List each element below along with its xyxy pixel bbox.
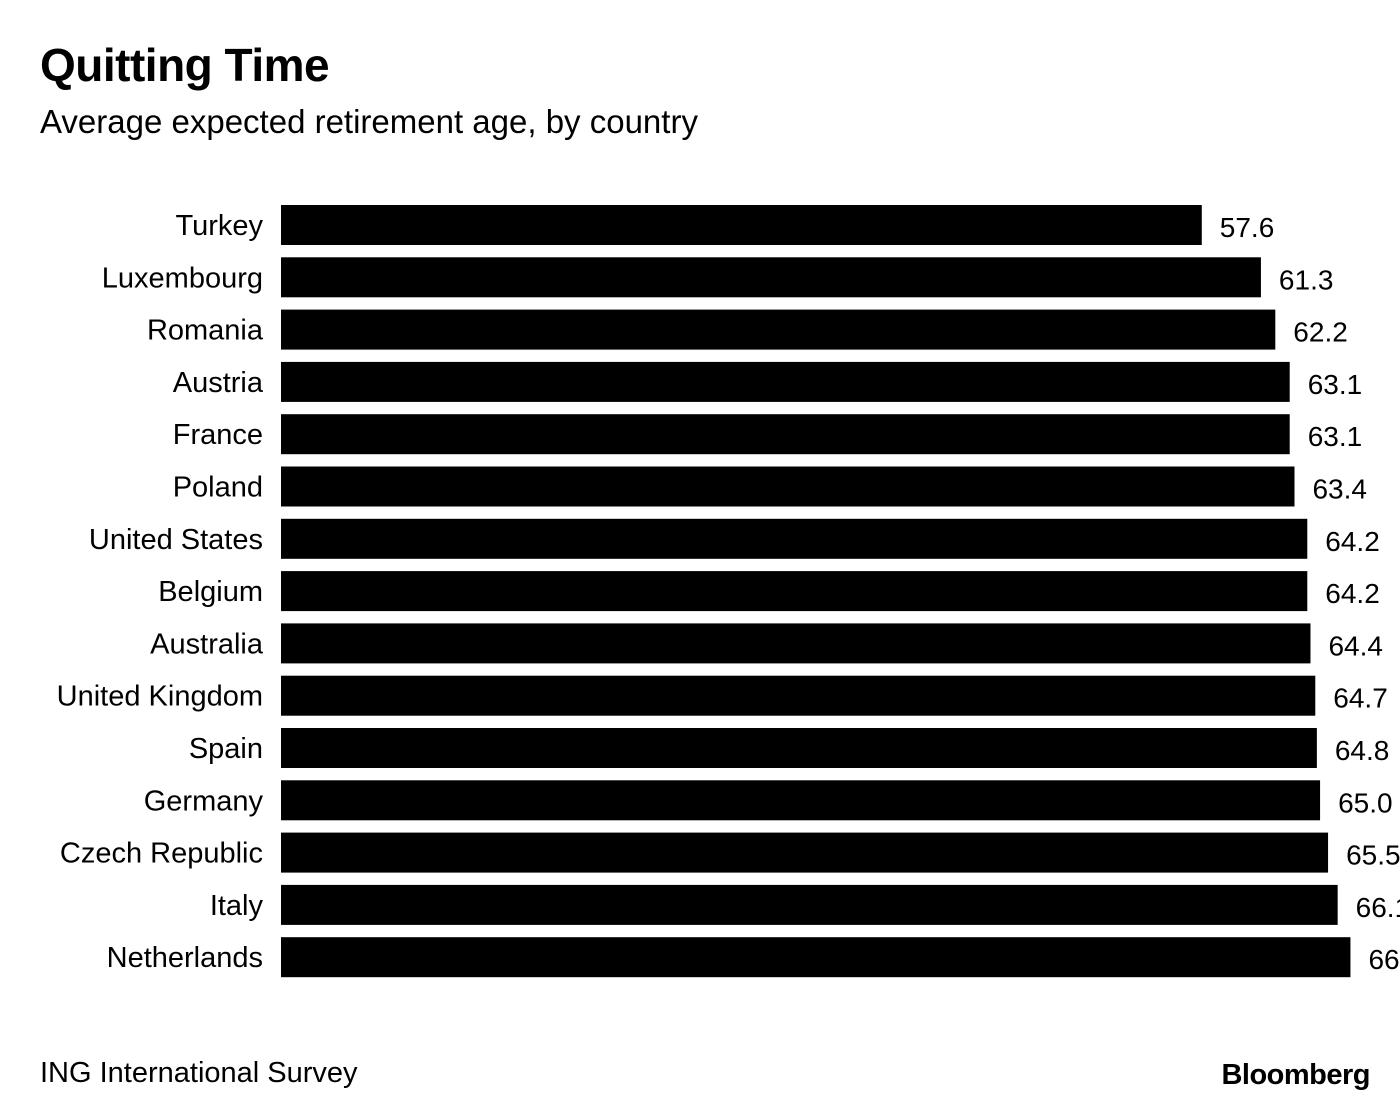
- value-label: 63.1: [1308, 421, 1363, 452]
- value-label: 62.2: [1293, 317, 1348, 348]
- bar-germany: [281, 780, 1321, 821]
- category-label: United Kingdom: [57, 681, 263, 713]
- bar-poland: [281, 466, 1295, 507]
- bloomberg-logo: Bloomberg: [1221, 1059, 1370, 1091]
- value-label: 65.5: [1346, 840, 1400, 871]
- value-label: 64.4: [1328, 630, 1383, 661]
- value-label: 64.8: [1335, 735, 1390, 766]
- category-label: Germany: [144, 785, 264, 817]
- value-label: 57.6: [1220, 212, 1275, 243]
- value-label: 66.1: [1356, 892, 1400, 923]
- value-label: 63.4: [1312, 474, 1367, 505]
- category-label: Luxembourg: [102, 262, 263, 294]
- category-label: Poland: [173, 472, 263, 504]
- category-labels-group: Turkey Luxembourg Romania Austria France Pola…: [57, 210, 264, 974]
- bar-spain: [281, 728, 1317, 768]
- chart-title: Quitting Time: [40, 39, 330, 91]
- category-label: Austria: [173, 367, 264, 399]
- value-label: 64.7: [1333, 683, 1388, 714]
- value-label: 63.1: [1308, 369, 1363, 400]
- bar-chart: Turkey Luxembourg Romania Austria France Pola…: [57, 205, 1400, 978]
- category-label: Australia: [150, 628, 264, 660]
- bar-italy: [281, 884, 1338, 925]
- value-label: 66.9: [1368, 944, 1400, 975]
- bar-united-states: [281, 518, 1308, 559]
- bar-france: [281, 414, 1290, 455]
- bar-turkey: [281, 205, 1202, 245]
- category-label: Italy: [210, 890, 264, 922]
- bar-austria: [281, 361, 1290, 402]
- category-label: Netherlands: [107, 942, 263, 974]
- bar-belgium: [281, 571, 1308, 612]
- category-label: United States: [89, 524, 263, 556]
- category-label: Romania: [147, 315, 264, 347]
- value-label: 61.3: [1279, 264, 1334, 295]
- bars-group: [281, 205, 1351, 978]
- bar-united-kingdom: [281, 675, 1316, 716]
- chart-subtitle: Average expected retirement age, by coun…: [40, 103, 698, 140]
- bar-czech-republic: [281, 832, 1329, 873]
- value-label: 64.2: [1325, 578, 1380, 609]
- bar-australia: [281, 623, 1311, 664]
- value-label: 64.2: [1325, 526, 1380, 557]
- bar-netherlands: [281, 937, 1351, 978]
- category-label: Turkey: [175, 210, 263, 242]
- category-label: Czech Republic: [60, 838, 263, 870]
- category-label: France: [173, 419, 263, 451]
- bar-luxembourg: [281, 257, 1261, 298]
- value-label: 65.0: [1338, 787, 1393, 818]
- bar-romania: [281, 309, 1276, 350]
- value-labels-group: 57.661.3 62.2 63.1 63.1 63.4 64.2 64.2 64.4 64.7…: [1220, 212, 1400, 975]
- source-note: ING International Survey: [40, 1057, 358, 1089]
- category-label: Belgium: [158, 576, 263, 608]
- category-label: Spain: [189, 733, 263, 765]
